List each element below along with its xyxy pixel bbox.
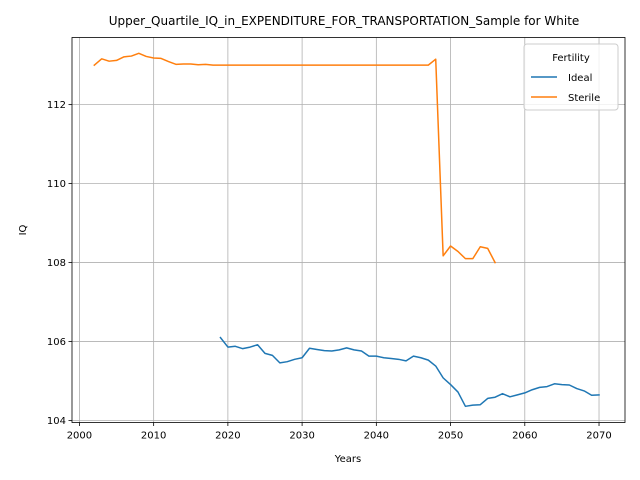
legend: Fertility Ideal Sterile: [523, 43, 619, 111]
legend-title: Fertility: [552, 53, 590, 64]
x-tick-label: 2060: [512, 431, 537, 442]
x-tick-label: 2010: [141, 431, 166, 442]
y-tick-label: 110: [47, 179, 66, 190]
y-tick-label: 106: [47, 337, 66, 348]
x-axis-ticks: 2000 2010 2020 2030 2040 2050 2060 2070: [67, 422, 612, 442]
x-tick-label: 2020: [215, 431, 240, 442]
chart-title: Upper_Quartile_IQ_in_EXPENDITURE_FOR_TRA…: [109, 14, 580, 28]
x-tick-label: 2070: [586, 431, 611, 442]
x-tick-label: 2030: [289, 431, 314, 442]
series-layer: [93, 52, 600, 408]
legend-label-ideal: Ideal: [568, 73, 592, 84]
x-tick-label: 2000: [67, 431, 92, 442]
y-tick-label: 108: [47, 258, 66, 269]
y-tick-label: 104: [47, 416, 66, 427]
x-tick-label: 2050: [438, 431, 463, 442]
legend-label-sterile: Sterile: [568, 93, 600, 104]
x-axis-label: Years: [334, 454, 361, 465]
y-axis-label: IQ: [18, 224, 29, 235]
y-tick-label: 112: [47, 100, 66, 111]
series-line-sterile: [93, 52, 497, 264]
y-axis-ticks: 104 106 108 110 112: [47, 100, 72, 427]
plot-frame: [71, 37, 626, 423]
series-line-ideal: [219, 336, 600, 408]
legend-box: [523, 43, 619, 111]
x-tick-label: 2040: [364, 431, 389, 442]
